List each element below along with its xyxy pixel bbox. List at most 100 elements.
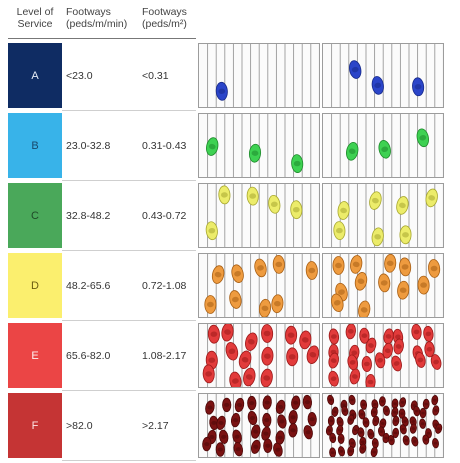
pedestrian-icon: [205, 400, 215, 415]
pedestrian-icon: [248, 143, 262, 163]
flow-value: 23.0-32.8: [66, 139, 111, 152]
walkway-panel-left: [198, 113, 320, 178]
walkway-panel-right: [322, 113, 444, 178]
pedestrian-icon: [250, 439, 261, 454]
pedestrian-icon: [367, 428, 375, 440]
walkway-illustration: [331, 184, 443, 247]
pedestrian-icon: [416, 128, 429, 148]
walkway-illustration: [204, 254, 319, 317]
pedestrian-icon: [307, 412, 317, 427]
pedestrian-icon: [399, 424, 407, 435]
pedestrian-icon: [211, 265, 225, 284]
pedestrian-icon: [370, 446, 378, 457]
pedestrian-icon: [412, 77, 425, 97]
pedestrian-icon: [215, 442, 225, 457]
pedestrian-icon: [332, 256, 345, 275]
walkway-panel-left: [198, 43, 320, 108]
pedestrian-icon: [260, 368, 273, 387]
header-density-line2: (peds/m²): [142, 18, 187, 30]
los-row: E 65.6-82.0 1.08-2.17: [0, 323, 460, 393]
flow-value: 48.2-65.6: [66, 279, 111, 292]
level-letter: D: [31, 279, 39, 292]
pedestrian-icon: [247, 410, 258, 426]
header-flow-line2: (peds/m/min): [66, 18, 128, 30]
pedestrian-icon: [384, 254, 397, 273]
pedestrian-icon: [431, 395, 439, 406]
pedestrian-icon: [337, 446, 346, 457]
pedestrian-icon: [411, 324, 422, 340]
pedestrian-icon: [262, 395, 272, 410]
pedestrian-icon: [216, 415, 226, 430]
header-level-line2: Service: [17, 18, 53, 30]
pedestrian-icon: [288, 410, 298, 425]
pedestrian-icon: [207, 324, 220, 344]
pedestrian-icon: [229, 371, 242, 387]
walkway-panel-left: [198, 323, 320, 388]
density-value: >2.17: [142, 419, 169, 432]
level-letter: F: [31, 419, 39, 432]
pedestrian-icon: [328, 370, 339, 387]
level-letter: A: [31, 69, 39, 82]
pedestrian-icon: [391, 355, 402, 372]
pedestrian-icon: [371, 76, 384, 95]
los-row: F >82.0 >2.17: [0, 393, 460, 463]
pedestrian-icon: [422, 398, 430, 410]
pedestrian-icon: [419, 418, 427, 429]
walkway-illustration: [206, 114, 319, 177]
pedestrian-icon: [347, 354, 358, 371]
pedestrian-icon: [263, 438, 273, 453]
los-row: C 32.8-48.2 0.43-0.72: [0, 183, 460, 253]
pedestrian-icon: [402, 435, 410, 446]
pedestrian-icon: [331, 293, 344, 313]
pedestrian-icon: [325, 425, 333, 436]
pedestrian-icon: [336, 424, 344, 436]
pedestrian-icon: [261, 426, 271, 441]
pedestrian-icon: [303, 425, 313, 440]
pedestrian-icon: [347, 414, 355, 425]
pedestrian-icon: [232, 429, 242, 444]
pedestrian-icon: [387, 434, 395, 446]
pedestrian-icon: [345, 324, 356, 340]
pedestrian-icon: [250, 424, 261, 439]
flow-value: <23.0: [66, 69, 93, 82]
pedestrian-icon: [424, 341, 435, 358]
pedestrian-icon: [327, 415, 335, 427]
los-row: D 48.2-65.6 0.72-1.08: [0, 253, 460, 323]
pedestrian-icon: [299, 330, 312, 350]
flow-value: >82.0: [66, 419, 93, 432]
pedestrian-icon: [268, 194, 281, 214]
pedestrian-icon: [432, 438, 439, 449]
pedestrian-icon: [225, 342, 239, 361]
pedestrian-icon: [333, 221, 346, 240]
pedestrian-icon: [247, 395, 257, 411]
pedestrian-icon: [358, 409, 366, 420]
level-letter: C: [31, 209, 39, 222]
pedestrian-icon: [432, 405, 440, 416]
pedestrian-icon: [254, 258, 267, 278]
pedestrian-icon: [357, 427, 365, 438]
pedestrian-icon: [359, 327, 370, 344]
pedestrian-icon: [337, 433, 345, 444]
row-divider: [62, 320, 196, 321]
pedestrian-icon: [383, 328, 394, 345]
pedestrian-icon: [378, 140, 391, 159]
pedestrian-icon: [290, 200, 303, 220]
pedestrian-icon: [383, 405, 390, 416]
level-color-swatch: B: [8, 113, 62, 178]
pedestrian-icon: [215, 81, 228, 101]
density-value: 0.72-1.08: [142, 279, 187, 292]
pedestrian-icon: [423, 325, 434, 342]
pedestrian-icon: [399, 225, 412, 245]
pedestrian-icon: [206, 137, 219, 156]
pedestrian-icon: [291, 154, 304, 173]
header-divider: [8, 38, 196, 39]
density-value: 0.31-0.43: [142, 139, 187, 152]
pedestrian-icon: [329, 447, 337, 457]
pedestrian-icon: [358, 300, 371, 317]
walkway-illustration: [207, 44, 319, 107]
pedestrian-icon: [306, 345, 319, 364]
pedestrian-icon: [230, 412, 241, 428]
pedestrian-icon: [285, 325, 298, 345]
pedestrian-icon: [261, 346, 274, 366]
